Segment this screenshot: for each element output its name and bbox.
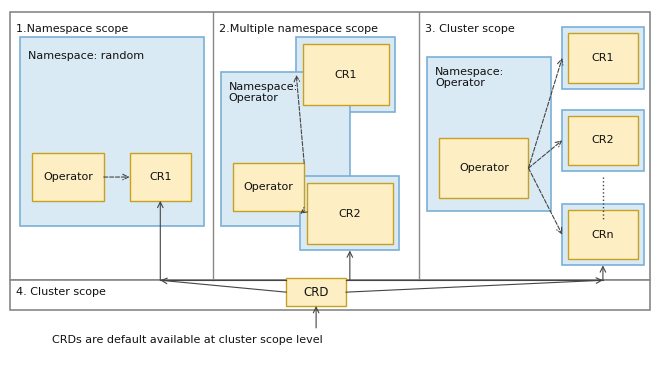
- Bar: [286, 278, 346, 306]
- Text: CR2: CR2: [339, 209, 361, 219]
- Text: CR2: CR2: [591, 135, 614, 145]
- Text: CRn: CRn: [591, 229, 614, 240]
- Bar: [562, 109, 643, 171]
- Bar: [439, 138, 529, 198]
- Bar: [296, 37, 395, 112]
- Bar: [562, 27, 643, 89]
- Text: CR1: CR1: [591, 53, 614, 63]
- Bar: [233, 163, 304, 211]
- Text: Namespace:
Operator: Namespace: Operator: [435, 67, 504, 89]
- Bar: [562, 204, 643, 265]
- Text: 1.Namespace scope: 1.Namespace scope: [16, 24, 129, 34]
- Text: 4. Cluster scope: 4. Cluster scope: [16, 287, 106, 297]
- Bar: [11, 280, 649, 310]
- Text: Operator: Operator: [459, 163, 509, 173]
- Text: Namespace: random: Namespace: random: [28, 51, 145, 61]
- Bar: [307, 183, 393, 243]
- Text: Operator: Operator: [43, 172, 93, 182]
- Text: CR1: CR1: [335, 70, 357, 80]
- Bar: [427, 57, 551, 211]
- Bar: [568, 116, 638, 165]
- Text: 2.Multiple namespace scope: 2.Multiple namespace scope: [219, 24, 378, 34]
- Text: CRD: CRD: [304, 286, 329, 299]
- Bar: [568, 33, 638, 83]
- Bar: [32, 153, 104, 201]
- Text: CR1: CR1: [149, 172, 172, 182]
- Bar: [11, 12, 649, 280]
- Bar: [20, 37, 204, 226]
- Text: Namespace:
Operator: Namespace: Operator: [229, 82, 298, 103]
- Text: 3. Cluster scope: 3. Cluster scope: [425, 24, 515, 34]
- Bar: [568, 210, 638, 259]
- Bar: [303, 44, 389, 105]
- Text: Operator: Operator: [244, 182, 294, 192]
- Bar: [221, 72, 350, 226]
- Text: CRDs are default available at cluster scope level: CRDs are default available at cluster sc…: [52, 335, 323, 345]
- Bar: [300, 176, 399, 250]
- Bar: [129, 153, 191, 201]
